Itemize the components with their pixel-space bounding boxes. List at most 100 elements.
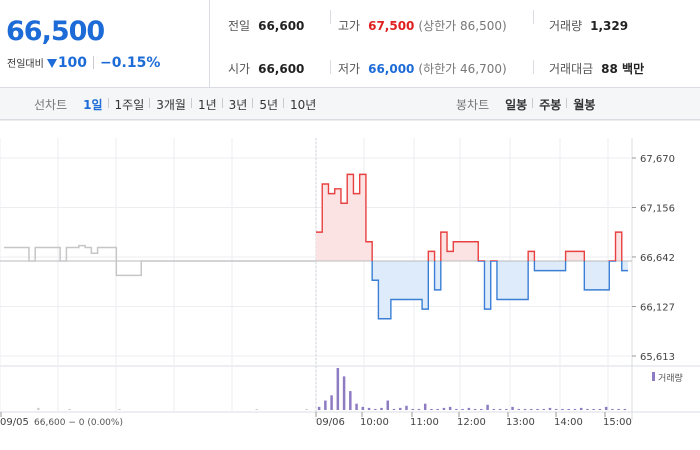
volume-bar-today-17: [423, 403, 427, 410]
price-chart[interactable]: 67,670 67,156 66,642 66,127 65,613 09/05 09/0…: [0, 120, 700, 450]
current-price: 66,500: [6, 16, 105, 47]
y-tick-label-4: 65,613: [640, 352, 675, 363]
stat-value: 1,329: [590, 19, 629, 33]
volume-bar-today-37: [548, 407, 552, 410]
volume-bar-today-38: [554, 408, 558, 410]
change-percent: −0.15%: [100, 55, 161, 71]
stat-value: 66,600: [258, 19, 305, 33]
line-chart-label: 선차트: [34, 97, 68, 112]
volume-bar-today-2: [330, 395, 333, 410]
volume-bar-today-42: [579, 407, 583, 410]
tab-period-3[interactable]: 1년: [190, 96, 223, 113]
stat-value: 66,000: [368, 62, 415, 76]
divider: [330, 60, 331, 74]
volume-bar-today-24: [467, 407, 471, 410]
volume-bar-today-34: [530, 408, 533, 410]
volume-bar-prev-48: [305, 408, 308, 410]
x-tick-label-4: 12:00: [457, 417, 486, 428]
candle-chart-label: 봉차트: [456, 97, 490, 112]
y-tick-label-0: 67,670: [640, 154, 675, 165]
volume-bar-today-28: [492, 408, 496, 410]
volume-bar-today-19: [436, 408, 439, 410]
divider: [533, 10, 534, 24]
prev-day-note: 66,600 − 0 (0.00%): [34, 418, 123, 428]
tab-period-0[interactable]: 1일: [83, 97, 103, 112]
stat-value: 88 백만: [601, 62, 645, 76]
volume-bar-today-7: [361, 406, 365, 410]
volume-bar-today-25: [473, 408, 477, 410]
volume-bar-today-44: [592, 408, 595, 410]
down-area: [316, 260, 628, 319]
stat-value: 66,600: [258, 62, 305, 76]
volume-bar-today-18: [430, 408, 433, 410]
stat-high: 고가 67,500 (상한가 86,500): [338, 17, 507, 34]
quote-stats: 전일 66,600 고가 67,500 (상한가 86,500) 거래량 1,329 시…: [210, 0, 700, 88]
tab-period-4[interactable]: 3년: [221, 96, 254, 113]
x-tick-label-6: 14:00: [554, 417, 583, 428]
volume-legend: 거래량: [652, 372, 683, 384]
volume-bar-prev-18: [118, 408, 121, 410]
volume-bar-today-41: [573, 408, 577, 410]
volume-bar-prev-40: [255, 408, 258, 410]
y-axis-ticks: 67,670 67,156 66,642 66,127 65,613: [632, 154, 675, 363]
stat-trade-value: 거래대금 88 백만: [549, 60, 644, 77]
x-tick-label-0: 09/05: [0, 417, 29, 428]
upper-limit: (상한가 86,500): [418, 19, 507, 33]
volume-bar-today-40: [567, 408, 570, 410]
x-tick-label-1: 09/06: [316, 417, 345, 428]
volume-bar-today-48: [617, 408, 620, 410]
stat-label: 저가: [338, 62, 361, 76]
volume-bar-today-15: [411, 408, 414, 410]
volume-bar-today-39: [561, 408, 564, 410]
tab-candle-1[interactable]: 주봉: [532, 96, 567, 113]
tab-candle-0[interactable]: 일봉: [505, 97, 528, 112]
prev-day-line: [4, 244, 316, 277]
tab-period-2[interactable]: 3개월: [149, 96, 192, 113]
volume-bar-today-35: [536, 408, 539, 410]
volume-bar-today-9: [374, 408, 377, 410]
x-axis-labels: 09/05 09/06 10:00 11:00 12:00 13:00 14:00 15:00…: [0, 412, 632, 428]
volume-bar-today-3: [336, 368, 340, 410]
stat-label: 거래대금: [549, 62, 594, 76]
volume-bar-today-45: [598, 408, 602, 410]
down-triangle-icon: [46, 59, 57, 68]
y-tick-label-3: 66,127: [640, 303, 675, 314]
price-box: 66,500 전일대비 100 −0.15%: [0, 0, 210, 88]
stat-label: 거래량: [549, 19, 583, 33]
chart-lines: [4, 173, 628, 320]
volume-bar-today-4: [342, 376, 346, 410]
volume-bar-today-22: [455, 408, 458, 410]
up-area: [316, 174, 628, 261]
stat-open: 시가 66,600: [228, 60, 304, 77]
volume-legend-swatch: [652, 372, 655, 381]
volume-bar-prev-10: [68, 408, 71, 410]
volume-bar-today-46: [604, 406, 608, 410]
x-tick-label-2: 10:00: [360, 417, 389, 428]
volume-bar-today-31: [511, 406, 514, 410]
tab-period-5[interactable]: 5년: [252, 96, 284, 113]
volume-bar-today-6: [355, 403, 358, 410]
stat-prev-close: 전일 66,600: [228, 17, 304, 34]
volume-bar-today-10: [380, 407, 383, 410]
stat-volume: 거래량 1,329: [549, 17, 628, 34]
change-label: 전일대비: [7, 59, 44, 70]
volume-bar-today-16: [417, 408, 421, 410]
lower-limit: (하한가 46,700): [418, 62, 507, 76]
candle-chart-tabs: 봉차트 일봉 주봉 월봉: [456, 88, 601, 120]
line-chart-tabs: 선차트 1일 1주일 3개월 1년 3년 5년 10년: [34, 88, 322, 120]
volume-bar-today-11: [386, 400, 390, 410]
volume-bar-today-12: [392, 408, 396, 410]
volume-bar-today-49: [623, 408, 627, 410]
volume-bar-today-14: [405, 405, 408, 410]
volume-bar-today-13: [398, 407, 402, 410]
tab-period-6[interactable]: 10년: [283, 96, 322, 113]
volume-bar-today-27: [486, 404, 489, 410]
volume-bar-today-23: [461, 408, 464, 410]
volume-bar-today-1: [324, 400, 327, 410]
volume-bar-today-43: [586, 408, 589, 410]
today-line-up: [316, 173, 623, 261]
tab-period-1[interactable]: 1주일: [107, 96, 151, 113]
tab-candle-2[interactable]: 월봉: [566, 96, 601, 113]
volume-bar-today-0: [317, 406, 321, 410]
